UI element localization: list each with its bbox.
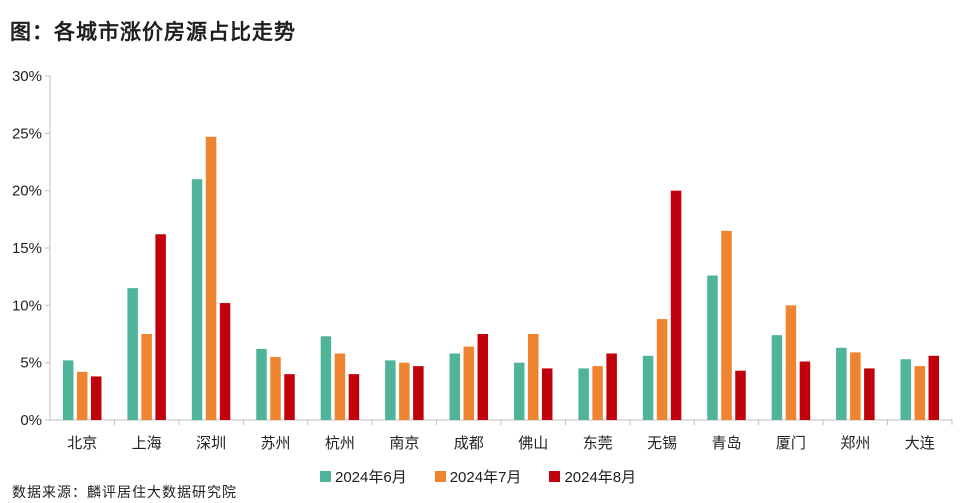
legend-label-jul: 2024年7月 — [449, 469, 522, 486]
x-category-label: 深圳 — [196, 434, 226, 452]
legend-swatch-jun — [320, 471, 331, 482]
x-category-label: 无锡 — [647, 434, 677, 452]
legend-item-aug: 2024年8月 — [549, 466, 636, 487]
bar — [477, 334, 489, 420]
x-category-label: 杭州 — [325, 434, 355, 452]
y-tick-label: 30% — [12, 68, 42, 85]
bar — [256, 348, 267, 420]
bar — [141, 334, 152, 420]
bar — [191, 179, 203, 420]
bar — [219, 303, 231, 420]
legend-swatch-jul — [434, 471, 446, 482]
bar — [284, 374, 295, 420]
bar — [513, 362, 525, 420]
bar — [541, 368, 553, 420]
legend-item-jul: 2024年7月 — [434, 466, 522, 487]
x-category-label: 厦门 — [776, 434, 806, 452]
bar — [90, 376, 102, 420]
bar — [606, 353, 617, 420]
bar — [348, 374, 360, 420]
y-tick-label: 10% — [12, 297, 42, 314]
x-category-label: 青岛 — [711, 434, 741, 452]
bar — [270, 356, 281, 420]
bar — [900, 359, 912, 420]
bar — [864, 368, 875, 420]
bar — [771, 335, 783, 420]
bar — [76, 371, 88, 420]
bar — [413, 366, 424, 420]
bar — [463, 346, 475, 420]
bar — [320, 336, 332, 420]
bar — [155, 234, 166, 420]
bar — [735, 370, 746, 420]
bar — [785, 305, 797, 420]
x-category-label: 上海 — [132, 434, 162, 452]
data-source-note: 数据来源：麟评居住大数据研究院 — [12, 485, 237, 501]
bar — [449, 353, 461, 420]
legend-label-aug: 2024年8月 — [564, 469, 637, 486]
bar — [205, 136, 217, 421]
bar — [127, 288, 138, 420]
bar — [721, 230, 732, 420]
bar — [914, 366, 926, 420]
bar — [62, 360, 74, 420]
bar — [656, 319, 668, 420]
y-tick-label: 15% — [12, 240, 42, 257]
bar — [707, 275, 718, 420]
legend-item-jun: 2024年6月 — [320, 466, 407, 487]
x-category-label: 郑州 — [840, 434, 870, 452]
bar — [799, 361, 811, 420]
bar — [334, 353, 346, 420]
y-tick-label: 25% — [12, 125, 42, 142]
bar — [928, 355, 940, 420]
bar — [836, 347, 847, 420]
bar — [592, 366, 603, 420]
x-category-label: 大连 — [905, 434, 935, 452]
bar — [850, 352, 861, 420]
y-tick-label: 5% — [20, 355, 42, 372]
x-category-label: 北京 — [67, 434, 97, 452]
y-tick-label: 0% — [20, 412, 42, 429]
bar — [399, 362, 410, 420]
x-category-label: 佛山 — [518, 434, 548, 452]
x-category-label: 南京 — [389, 434, 419, 452]
bar — [527, 334, 539, 420]
legend-swatch-aug — [549, 471, 561, 482]
x-category-label: 成都 — [454, 434, 484, 452]
legend-label-jun: 2024年6月 — [335, 469, 407, 486]
bar — [385, 360, 396, 420]
y-tick-label: 20% — [12, 183, 42, 200]
x-category-label: 苏州 — [260, 434, 290, 452]
bar — [578, 368, 589, 420]
bar — [670, 190, 682, 420]
chart-title: 图：各城市涨价房源占比走势 — [10, 20, 296, 44]
legend: 2024年6月 2024年7月 2024年8月 — [320, 466, 636, 487]
x-category-label: 东莞 — [583, 434, 613, 452]
bar — [642, 355, 654, 420]
